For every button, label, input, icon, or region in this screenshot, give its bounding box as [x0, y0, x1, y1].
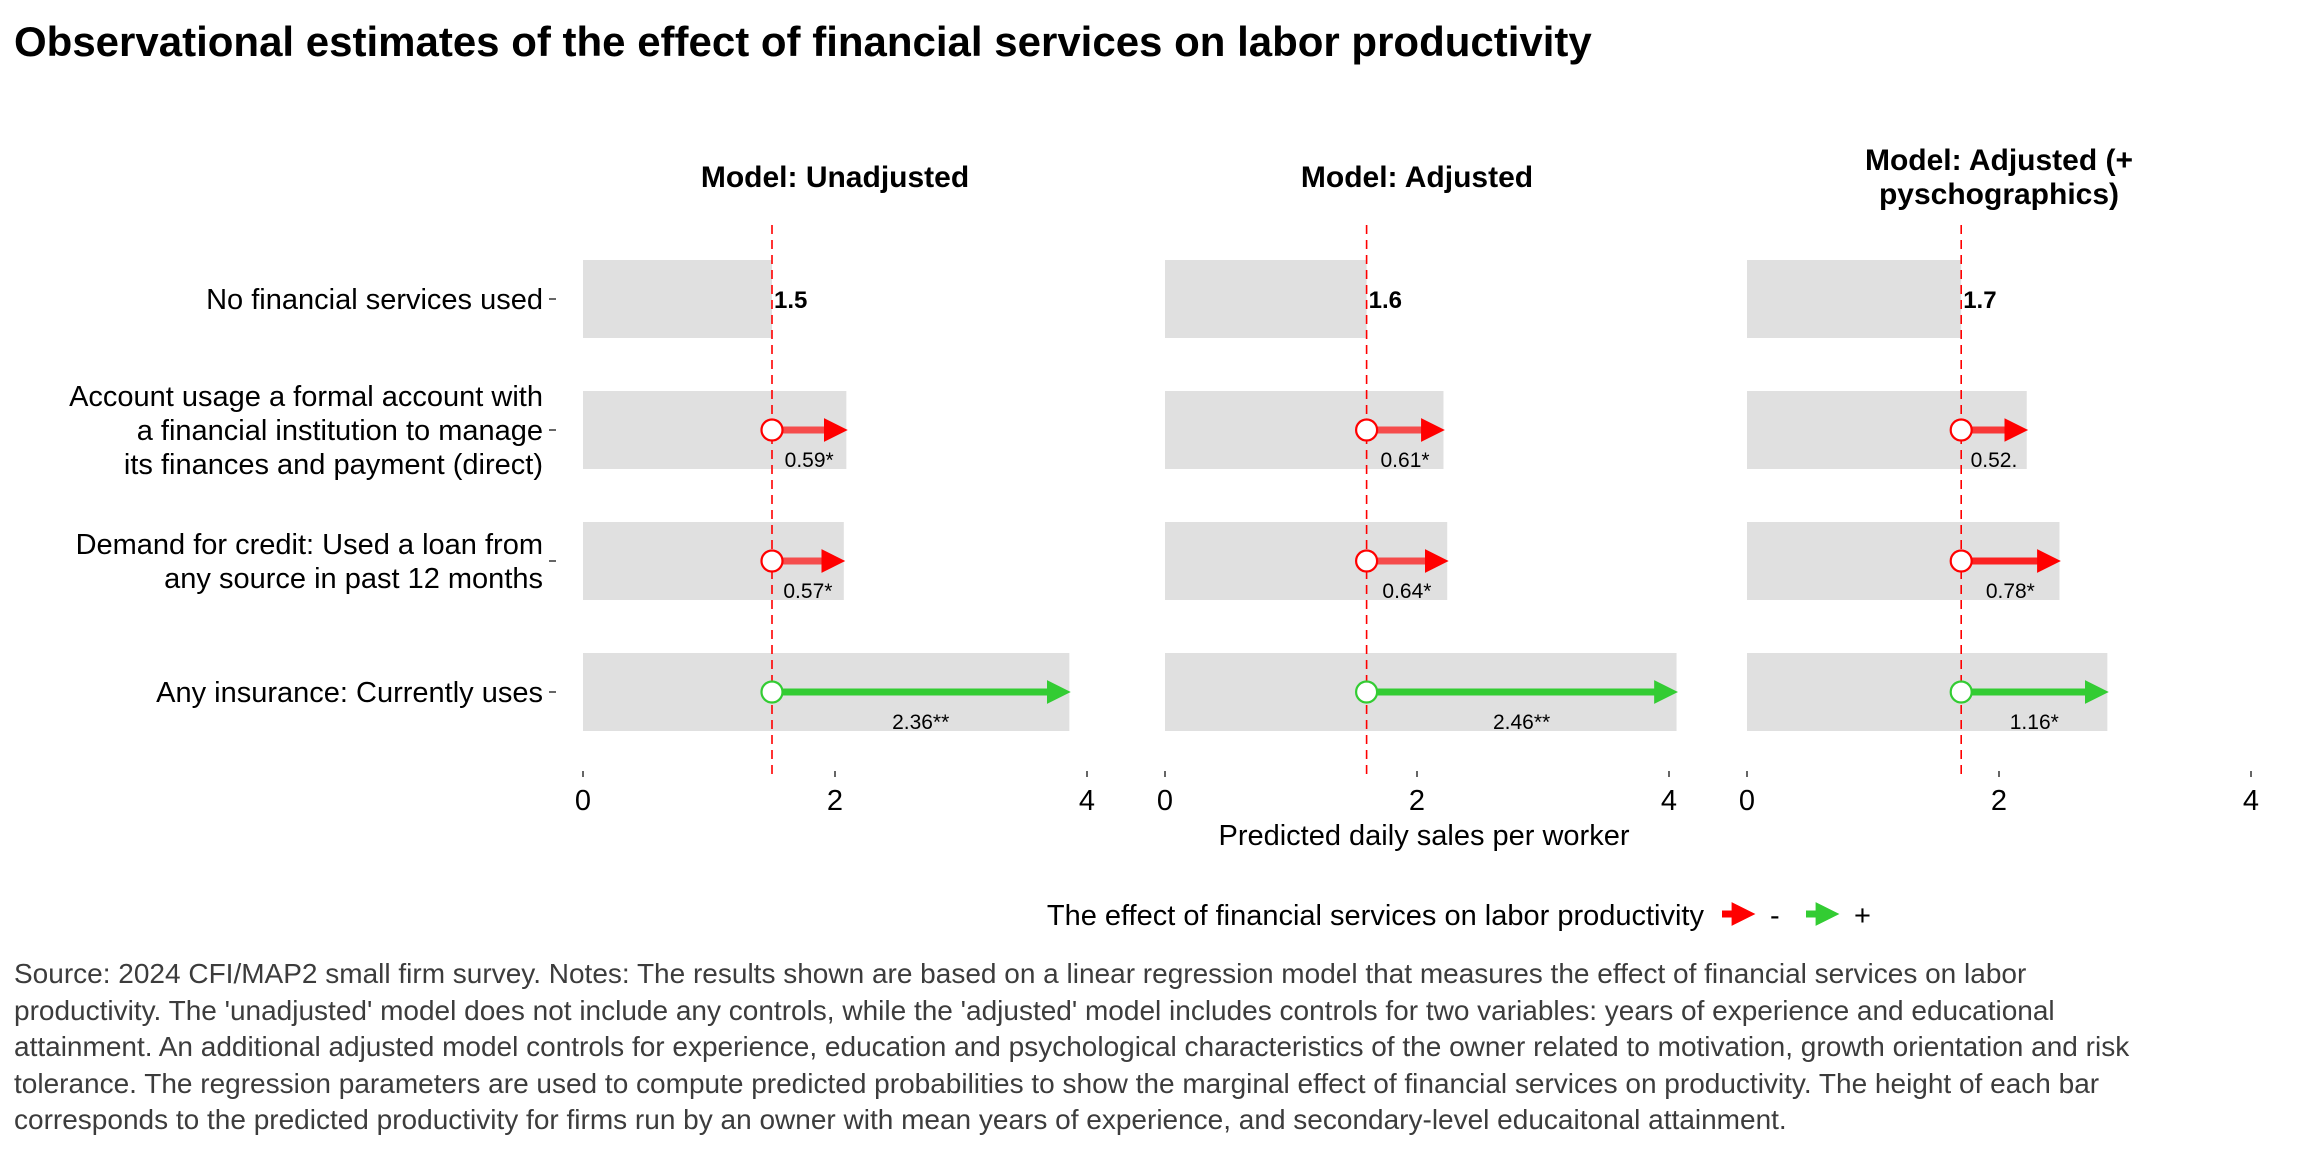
baseline-value-label: 1.5 — [774, 287, 807, 314]
category-label: No financial services used — [206, 284, 543, 316]
category-label: any source in past 12 months — [164, 563, 543, 595]
caption-line: productivity. The 'unadjusted' model doe… — [14, 994, 2055, 1026]
category-label: Demand for credit: Used a loan from — [76, 529, 543, 561]
forest-arrow-chart: No financial services used Account usage … — [69, 144, 2259, 932]
baseline-point — [1354, 680, 1379, 704]
baseline-point — [760, 680, 784, 704]
caption-line: attainment. An additional adjusted model… — [14, 1031, 2130, 1062]
x-tick-label: 2 — [1409, 785, 1425, 817]
effect-value-label: 2.36** — [892, 711, 949, 734]
legend: The effect of financial services on labo… — [1047, 900, 1871, 932]
x-tick-label: 4 — [1079, 785, 1095, 817]
x-tick-label: 4 — [1661, 785, 1677, 817]
panel-title: Model: Adjusted — [1301, 161, 1533, 194]
panel-title: Model: Unadjusted — [701, 161, 969, 194]
effect-value-label: 0.78* — [1986, 580, 2035, 603]
baseline-point — [1949, 680, 1973, 704]
panel-title: Model: Adjusted (+ — [1865, 144, 2133, 177]
legend-title: The effect of financial services on labo… — [1047, 900, 1705, 932]
baseline-point — [1949, 549, 1973, 573]
caption-notes: Source: 2024 CFI/MAP2 small firm survey.… — [14, 956, 2304, 1139]
effect-value-label: 0.59* — [785, 449, 834, 472]
effect-value-label: 0.61* — [1381, 449, 1430, 472]
chart-title: Observational estimates of the effect of… — [14, 18, 1592, 65]
x-tick-label: 0 — [575, 785, 591, 817]
bar — [583, 260, 772, 338]
baseline-point — [760, 418, 784, 442]
arrows-layer — [760, 418, 2109, 704]
legend-item-label: + — [1854, 900, 1871, 932]
baseline-value-label: 1.7 — [1963, 287, 1996, 314]
x-tick-label: 2 — [1991, 785, 2007, 817]
effect-value-label: 0.64* — [1382, 580, 1431, 603]
baseline-point — [760, 549, 784, 573]
caption-line: tolerance. The regression parameters are… — [14, 1067, 2100, 1099]
baseline-point — [1354, 418, 1379, 442]
x-axis-label: Predicted daily sales per worker — [1218, 820, 1629, 852]
x-tick-label: 2 — [827, 785, 843, 817]
panel-title: pyschographics) — [1879, 178, 2119, 211]
x-tick-label: 0 — [1157, 785, 1173, 817]
reference-lines-layer — [771, 225, 1962, 776]
bars-layer — [583, 260, 2108, 731]
x-tick-label: 4 — [2243, 785, 2259, 817]
bar — [1747, 260, 1962, 338]
category-label: Account usage a formal account with — [69, 381, 543, 413]
x-tick-label: 0 — [1739, 785, 1755, 817]
baseline-point — [1354, 549, 1379, 573]
baseline-point — [1949, 418, 1973, 442]
caption-line: corresponds to the predicted productivit… — [14, 1104, 1787, 1135]
category-label: its finances and payment (direct) — [124, 449, 543, 481]
effect-value-label: 0.52. — [1971, 449, 2018, 472]
effect-value-label: 1.16* — [2010, 711, 2059, 734]
category-label: Any insurance: Currently uses — [156, 677, 543, 709]
text-layer: No financial services used Account usage … — [69, 144, 2259, 852]
bar — [1165, 260, 1367, 338]
effect-value-label: 0.57* — [783, 580, 832, 603]
effect-value-label: 2.46** — [1493, 711, 1550, 734]
baseline-value-label: 1.6 — [1369, 287, 1402, 314]
category-label: a financial institution to manage — [137, 415, 543, 447]
caption-line: Source: 2024 CFI/MAP2 small firm survey.… — [14, 958, 2027, 989]
legend-item-label: - — [1770, 900, 1780, 932]
